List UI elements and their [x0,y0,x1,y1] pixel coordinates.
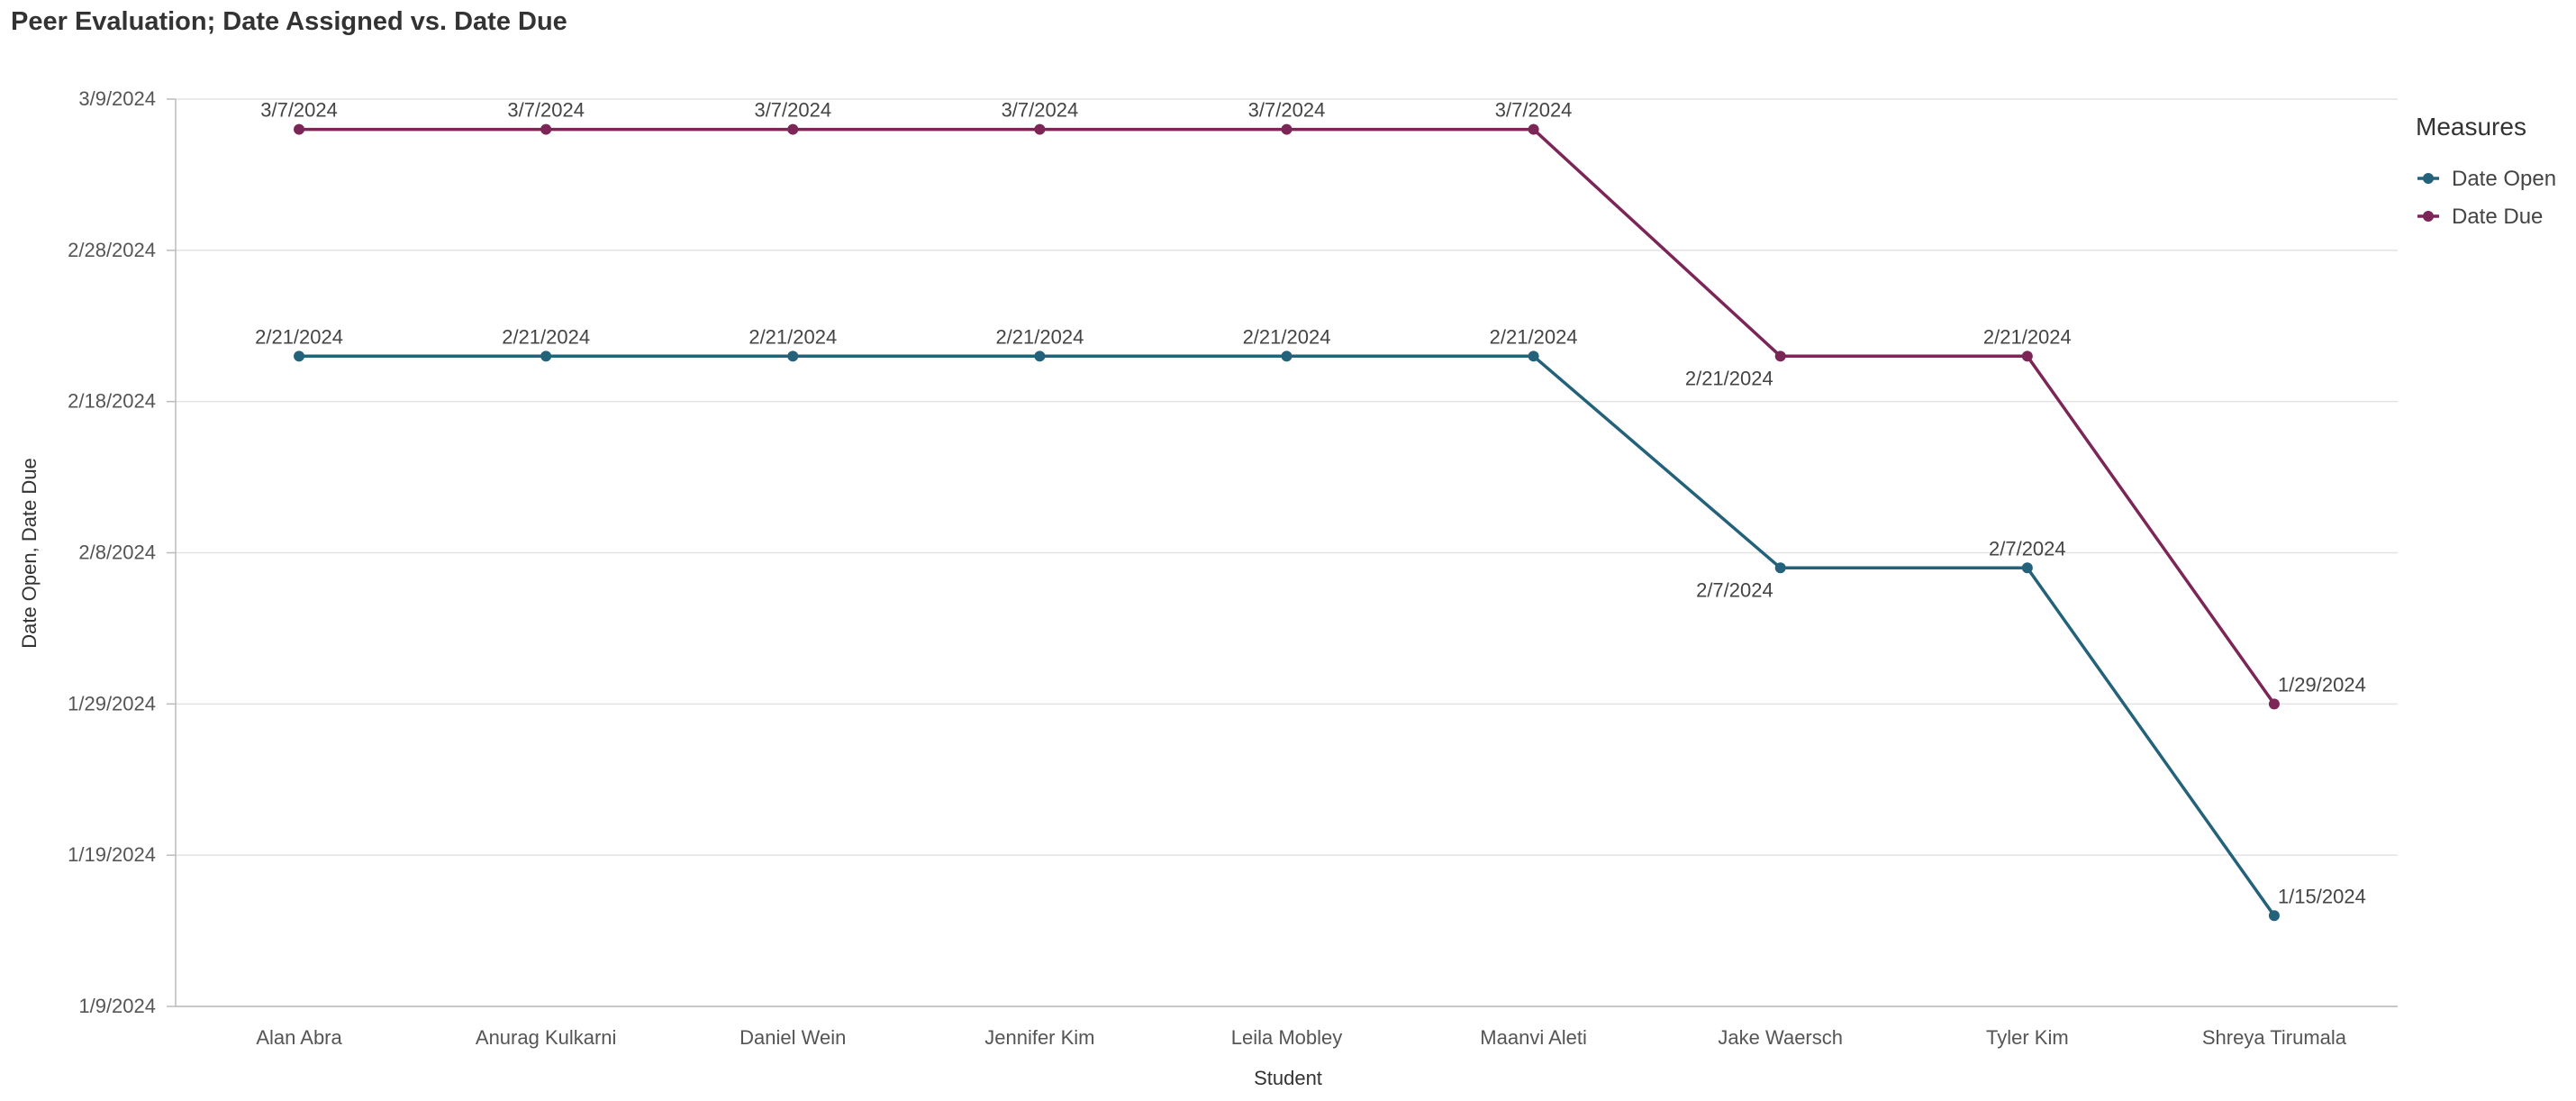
data-point [1281,350,1293,362]
y-tick-label: 3/9/2024 [78,87,156,110]
legend-title: Measures [2416,113,2526,141]
legend-label: Date Open [2452,167,2556,191]
data-label: 2/21/2024 [748,325,837,348]
axis-layer: 1/9/2024 1/19/2024 1/29/2024 2/8/2024 2/18/2… [68,87,2398,1049]
data-label: 1/15/2024 [2278,885,2366,907]
data-label: 2/21/2024 [1490,325,1578,348]
data-point [540,123,552,135]
data-point [2268,910,2280,922]
data-point [1034,123,1046,135]
data-label: 3/7/2024 [507,99,585,122]
y-tick-label: 1/19/2024 [68,843,156,866]
data-point [294,350,305,362]
x-axis-title: Student [1254,1067,1322,1089]
data-label: 2/21/2024 [255,325,343,348]
data-point [1528,123,1539,135]
data-label: 2/21/2024 [502,325,590,348]
data-point [1034,350,1046,362]
y-tick-label: 2/18/2024 [68,390,156,413]
chart-title: Peer Evaluation; Date Assigned vs. Date … [11,7,567,36]
y-tick-label: 2/8/2024 [78,541,156,564]
series-line-2 [299,127,2276,705]
x-tick-label: Leila Mobley [1231,1026,1343,1049]
x-tick-label: Anurag Kulkarni [476,1026,617,1049]
y-tick-label: 1/29/2024 [68,692,156,714]
x-tick-label: Daniel Wein [739,1026,846,1049]
x-tick-label: Jennifer Kim [984,1026,1094,1049]
x-tick-label: Jake Waersch [1718,1026,1843,1049]
data-label: 1/29/2024 [2278,673,2366,696]
data-point [1528,350,1539,362]
legend-swatch-dot [2423,173,2434,184]
legend-label: Date Due [2452,205,2543,229]
y-tick-label: 1/9/2024 [78,995,156,1017]
data-point [1281,123,1293,135]
x-tick-label: Shreya Tirumala [2202,1026,2347,1049]
y-tick-label: 2/28/2024 [68,239,156,261]
data-point [2021,350,2033,362]
y-axis-title: Date Open, Date Due [18,458,41,649]
series-line-1 [299,354,2276,917]
x-tick-label: Tyler Kim [1986,1026,2069,1049]
data-point [787,123,799,135]
series-layer [294,123,2280,922]
data-label: 2/7/2024 [1696,578,1773,601]
data-label: 3/7/2024 [260,99,338,122]
data-label: 2/21/2024 [1685,367,1773,389]
data-label: 3/7/2024 [1495,99,1573,122]
data-label-layer: 2/21/2024 2/21/2024 2/21/2024 2/21/2024 2/21… [255,99,2366,908]
data-label: 3/7/2024 [1248,99,1326,122]
data-point [2268,698,2280,710]
data-label: 2/7/2024 [1989,537,2066,560]
x-tick-label: Alan Abra [256,1026,342,1049]
x-tick-label: Maanvi Aleti [1480,1026,1587,1049]
data-point [294,123,305,135]
data-point [2021,562,2033,574]
data-point [540,350,552,362]
data-label: 3/7/2024 [1002,99,1079,122]
data-label: 2/21/2024 [1243,325,1331,348]
data-point [787,350,799,362]
legend-swatch-dot [2423,211,2434,222]
data-point [1774,562,1786,574]
legend: Measures Date Open Date Due [2416,113,2556,229]
data-label: 2/21/2024 [995,325,1084,348]
data-label: 3/7/2024 [754,99,831,122]
data-point [1774,350,1786,362]
data-label: 2/21/2024 [1983,325,2072,348]
